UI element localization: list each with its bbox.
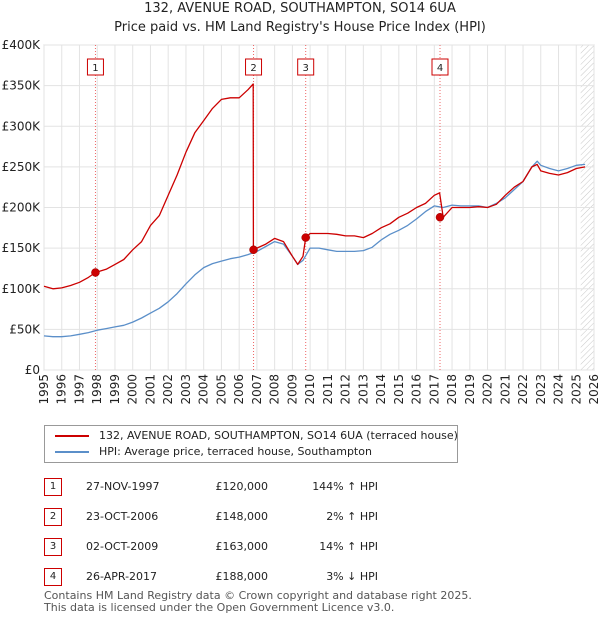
chart-subtitle: Price paid vs. HM Land Registry's House … bbox=[114, 20, 486, 35]
transaction-hpi: 3% ↓ HPI bbox=[326, 570, 378, 583]
y-tick-label: £250K bbox=[2, 160, 42, 174]
transaction-row: 1 27-NOV-1997 £120,000 144% ↑ HPI bbox=[0, 472, 600, 502]
x-tick-label: 2001 bbox=[143, 374, 157, 405]
x-tick-label: 2003 bbox=[179, 374, 193, 405]
x-tick-label: 2026 bbox=[587, 374, 600, 405]
footer-licence: This data is licensed under the Open Gov… bbox=[44, 601, 395, 614]
x-tick-label: 2018 bbox=[445, 374, 459, 405]
legend-label-price: 132, AVENUE ROAD, SOUTHAMPTON, SO14 6UA … bbox=[99, 429, 458, 442]
sale-point bbox=[91, 268, 100, 277]
transaction-hpi: 2% ↑ HPI bbox=[326, 510, 378, 523]
transaction-price: £120,000 bbox=[215, 480, 269, 493]
transaction-number: 2 bbox=[44, 508, 62, 526]
y-tick-label: £0 bbox=[25, 363, 40, 377]
transaction-marker-box bbox=[86, 58, 104, 76]
x-tick-label: 1999 bbox=[108, 374, 122, 405]
legend-swatch-price bbox=[55, 435, 89, 437]
transaction-hpi: 144% ↑ HPI bbox=[312, 480, 378, 493]
x-tick-label: 1998 bbox=[90, 374, 104, 405]
y-tick-label: £300K bbox=[2, 119, 42, 133]
transaction-price: £163,000 bbox=[215, 540, 269, 553]
x-tick-label: 2016 bbox=[410, 374, 424, 405]
transaction-number: 1 bbox=[44, 478, 62, 496]
price-chart: 132, AVENUE ROAD, SOUTHAMPTON, SO14 6UA … bbox=[2, 1, 600, 405]
x-tick-label: 2025 bbox=[569, 374, 583, 405]
transaction-date: 02-OCT-2009 bbox=[86, 540, 159, 553]
x-tick-label: 1997 bbox=[72, 374, 86, 405]
transaction-marker-label: 4 bbox=[437, 63, 443, 74]
x-tick-label: 2009 bbox=[285, 374, 299, 405]
x-tick-label: 2004 bbox=[197, 374, 211, 405]
x-tick-label: 2002 bbox=[161, 374, 175, 405]
x-tick-label: 2015 bbox=[392, 374, 406, 405]
transaction-marker-label: 3 bbox=[303, 63, 309, 74]
x-tick-label: 2014 bbox=[374, 374, 388, 405]
x-tick-label: 2020 bbox=[481, 374, 495, 405]
chart-legend: 132, AVENUE ROAD, SOUTHAMPTON, SO14 6UA … bbox=[44, 425, 458, 463]
transaction-hpi: 14% ↑ HPI bbox=[319, 540, 378, 553]
transaction-row: 4 26-APR-2017 £188,000 3% ↓ HPI bbox=[0, 562, 600, 592]
x-tick-label: 2008 bbox=[268, 374, 282, 405]
x-tick-label: 2006 bbox=[232, 374, 246, 405]
x-tick-label: 2023 bbox=[534, 374, 548, 405]
legend-swatch-hpi bbox=[55, 451, 89, 453]
footer-notice: Contains HM Land Registry data © Crown c… bbox=[44, 590, 472, 614]
y-tick-label: £350K bbox=[2, 79, 42, 93]
transaction-price: £148,000 bbox=[215, 510, 269, 523]
y-tick-label: £400K bbox=[2, 38, 42, 52]
y-tick-label: £200K bbox=[2, 201, 42, 215]
x-tick-label: 2017 bbox=[427, 374, 441, 405]
transaction-date: 23-OCT-2006 bbox=[86, 510, 159, 523]
x-tick-label: 2007 bbox=[250, 374, 264, 405]
transaction-date: 26-APR-2017 bbox=[86, 570, 158, 583]
x-tick-label: 2013 bbox=[356, 374, 370, 405]
sale-point bbox=[249, 245, 258, 254]
transaction-number: 3 bbox=[44, 538, 62, 556]
transaction-marker-box bbox=[245, 58, 263, 76]
x-tick-label: 2021 bbox=[498, 374, 512, 405]
sale-point bbox=[301, 233, 310, 242]
x-tick-label: 2022 bbox=[516, 374, 530, 405]
x-tick-label: 1995 bbox=[37, 374, 51, 405]
y-tick-label: £50K bbox=[9, 322, 41, 336]
transaction-marker-label: 2 bbox=[250, 63, 256, 74]
chart-title: 132, AVENUE ROAD, SOUTHAMPTON, SO14 6UA bbox=[144, 1, 456, 16]
x-tick-label: 2010 bbox=[303, 374, 317, 405]
footer-copyright: Contains HM Land Registry data © Crown c… bbox=[44, 589, 472, 602]
transaction-row: 2 23-OCT-2006 £148,000 2% ↑ HPI bbox=[0, 502, 600, 532]
legend-label-hpi: HPI: Average price, terraced house, Sout… bbox=[99, 445, 372, 458]
x-tick-label: 2019 bbox=[463, 374, 477, 405]
transaction-marker-box bbox=[431, 58, 449, 76]
x-tick-label: 2000 bbox=[126, 374, 140, 405]
transaction-number: 4 bbox=[44, 568, 62, 586]
transaction-marker-box bbox=[297, 58, 315, 76]
sale-point bbox=[435, 213, 445, 222]
y-tick-label: £150K bbox=[2, 241, 42, 255]
y-tick-label: £100K bbox=[2, 282, 42, 296]
transaction-row: 3 02-OCT-2009 £163,000 14% ↑ HPI bbox=[0, 532, 600, 562]
x-tick-label: 2024 bbox=[552, 374, 566, 405]
transaction-marker-label: 1 bbox=[92, 63, 98, 74]
transaction-date: 27-NOV-1997 bbox=[86, 480, 160, 493]
x-tick-label: 2011 bbox=[321, 374, 335, 405]
x-tick-label: 2012 bbox=[339, 374, 353, 405]
x-tick-label: 2005 bbox=[214, 374, 228, 405]
x-tick-label: 1996 bbox=[55, 374, 69, 405]
transaction-price: £188,000 bbox=[215, 570, 269, 583]
